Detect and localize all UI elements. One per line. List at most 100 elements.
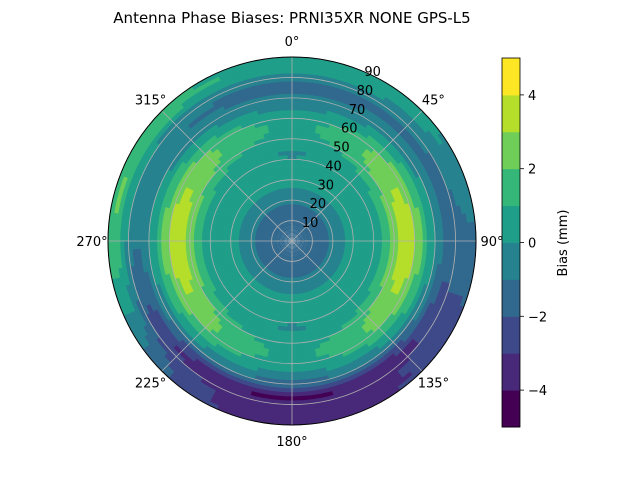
contour-cell — [283, 162, 289, 168]
contour-cell — [172, 239, 178, 248]
contour-cell — [295, 252, 298, 258]
contour-cell — [293, 244, 295, 250]
contour-cell — [295, 229, 299, 234]
contour-cell — [292, 203, 295, 209]
contour-cell — [267, 234, 273, 237]
contour-cell — [237, 95, 248, 104]
contour-cell — [336, 378, 347, 387]
contour-cell — [297, 208, 302, 214]
contour-cell — [287, 162, 293, 168]
contour-cell — [295, 166, 301, 172]
contour-cell — [277, 101, 287, 107]
contour-cell — [285, 174, 290, 181]
contour-cell — [300, 238, 306, 241]
contour-cell — [263, 245, 269, 249]
contour-cell — [285, 229, 289, 234]
contour-cell — [213, 247, 220, 254]
contour-cell — [277, 362, 286, 369]
contour-cell — [201, 225, 208, 233]
contour-cell — [286, 248, 290, 254]
contour-cell — [302, 346, 310, 352]
contour-cell — [318, 251, 324, 255]
contour-cell — [294, 233, 298, 238]
contour-cell — [292, 166, 297, 172]
contour-cell — [281, 250, 285, 255]
contour-cell — [193, 229, 199, 237]
contour-cell — [254, 238, 260, 241]
contour-cell — [193, 234, 199, 241]
contour-cell — [289, 236, 292, 241]
contour-cell — [295, 248, 299, 253]
contour-cell — [298, 305, 303, 311]
contour-cell — [442, 241, 449, 251]
contour-cell — [205, 244, 211, 251]
contour-cell — [277, 171, 283, 178]
contour-cell — [274, 256, 280, 261]
contour-cell — [331, 90, 342, 98]
contour-cell — [185, 228, 191, 236]
contour-cell — [213, 240, 219, 246]
contour-cell — [287, 228, 290, 234]
contour-cell — [322, 227, 328, 232]
contour-cell — [281, 326, 288, 332]
contour-cell — [296, 289, 301, 295]
contour-cell — [285, 260, 288, 266]
contour-cell — [299, 243, 305, 247]
contour-cell — [281, 217, 285, 223]
contour-cell — [283, 230, 287, 235]
contour-cell — [311, 231, 317, 235]
contour-cell — [279, 243, 285, 246]
contour-cell — [299, 243, 305, 246]
contour-cell — [417, 247, 424, 257]
contour-cell — [270, 226, 275, 231]
contour-cell — [405, 246, 412, 255]
contour-cell — [205, 235, 211, 241]
contour-cell — [277, 219, 282, 225]
contour-cell — [284, 191, 288, 197]
contour-cell — [141, 295, 151, 307]
contour-cell — [282, 150, 289, 156]
contour-cell — [418, 241, 424, 250]
contour-cell — [164, 239, 170, 248]
contour-cell — [279, 242, 285, 245]
contour-cell — [438, 233, 445, 243]
contour-cell — [287, 265, 290, 271]
contour-cell — [275, 243, 281, 246]
contour-cell — [286, 133, 294, 139]
contour-cell — [292, 191, 296, 197]
contour-cell — [234, 246, 240, 251]
contour-cell — [292, 223, 294, 229]
contour-cell — [377, 241, 383, 247]
contour-cell — [295, 174, 300, 181]
contour-cell — [292, 245, 294, 250]
contour-cell — [287, 224, 290, 230]
contour-cell — [292, 93, 302, 99]
contour-cell — [131, 222, 138, 233]
contour-cell — [275, 333, 283, 340]
contour-cell — [294, 252, 297, 258]
contour-cell — [288, 294, 292, 300]
contour-cell — [380, 250, 387, 257]
contour-cell — [363, 224, 370, 231]
contour-cell — [294, 211, 297, 217]
contour-cell — [301, 229, 306, 234]
contour-cell — [281, 259, 285, 265]
contour-cell — [299, 235, 304, 238]
contour-cell — [357, 241, 363, 246]
contour-cell — [275, 134, 283, 141]
contour-cell — [276, 370, 286, 377]
contour-cell — [281, 330, 288, 336]
contour-cell — [285, 125, 294, 131]
contour-cell — [288, 211, 291, 217]
contour-cell — [442, 224, 449, 235]
contour-cell — [302, 312, 309, 319]
contour-cell — [267, 245, 273, 248]
contour-cell — [144, 223, 150, 234]
contour-cell — [297, 129, 305, 136]
contour-cell — [397, 223, 403, 231]
contour-cell — [294, 224, 297, 230]
contour-cell — [279, 346, 287, 353]
contour-cell — [236, 91, 247, 100]
contour-cell — [397, 246, 404, 254]
contour-cell — [293, 232, 295, 238]
